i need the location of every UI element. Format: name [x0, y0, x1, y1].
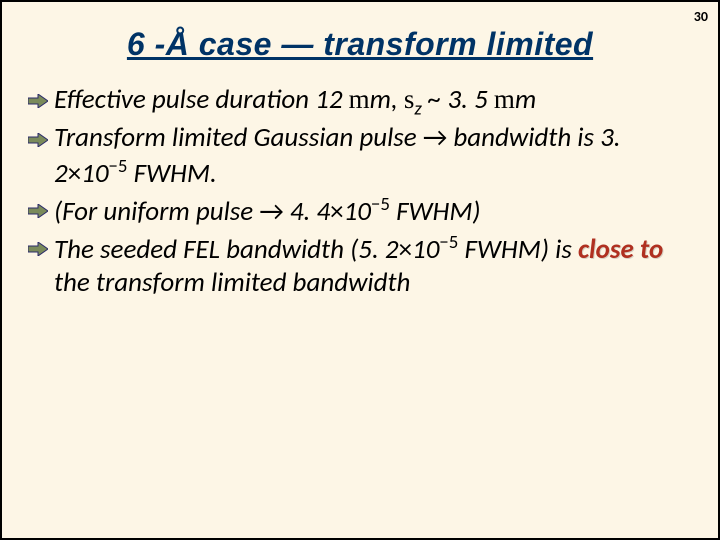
- superscript: −5: [109, 155, 128, 178]
- mu-symbol: m: [349, 84, 370, 114]
- t: the transform limited bandwidth: [54, 266, 410, 299]
- t: 10: [81, 157, 108, 190]
- bullet-item: Transform limited Gaussian pulse → bandw…: [28, 122, 692, 191]
- bullet-arrow-icon: [28, 231, 54, 263]
- superscript: −5: [371, 193, 390, 216]
- t: m: [515, 83, 536, 116]
- times-symbol: ×: [68, 157, 81, 190]
- bullet-arrow-icon: [28, 193, 54, 225]
- t: 10: [344, 195, 371, 228]
- times-symbol: ×: [330, 195, 343, 228]
- bullet-item: Effective pulse duration 12 mm, sz ~ 3. …: [28, 83, 692, 120]
- superscript: −5: [439, 231, 458, 254]
- page-number: 30: [694, 8, 708, 25]
- bullet-text: Transform limited Gaussian pulse → bandw…: [54, 122, 692, 191]
- emphasis-text: close to: [578, 233, 663, 266]
- t: (For uniform pulse: [54, 195, 259, 228]
- bullet-item: (For uniform pulse → 4. 4×10−5 FWHM): [28, 193, 692, 229]
- bullet-text: Effective pulse duration 12 mm, sz ~ 3. …: [54, 83, 692, 120]
- t: The seeded FEL bandwidth (5. 2: [54, 233, 399, 266]
- bullet-text: The seeded FEL bandwidth (5. 2×10−5 FWHM…: [54, 231, 692, 300]
- t: ~ 3. 5: [422, 83, 494, 116]
- t: Effective pulse duration 12: [54, 83, 349, 116]
- t: FWHM) is: [458, 233, 578, 266]
- bullet-arrow-icon: [28, 83, 54, 115]
- bullet-arrow-icon: [28, 122, 54, 154]
- times-symbol: ×: [399, 233, 412, 266]
- t: FWHM.: [128, 157, 217, 190]
- bullet-item: The seeded FEL bandwidth (5. 2×10−5 FWHM…: [28, 231, 692, 300]
- slide-title: 6 -Å case — transform limited: [2, 2, 718, 79]
- subscript: z: [414, 97, 421, 120]
- bullet-text: (For uniform pulse → 4. 4×10−5 FWHM): [54, 193, 692, 229]
- t: FWHM): [390, 195, 481, 228]
- t: m,: [370, 83, 404, 116]
- arrow-icon: →: [423, 121, 447, 154]
- t: Transform limited Gaussian pulse: [54, 121, 423, 154]
- t: 4. 4: [284, 195, 330, 228]
- content: Effective pulse duration 12 mm, sz ~ 3. …: [2, 79, 718, 300]
- arrow-icon: →: [259, 195, 283, 228]
- mu-symbol: m: [494, 84, 515, 114]
- t: 10: [412, 233, 439, 266]
- sigma-symbol: s: [404, 84, 415, 114]
